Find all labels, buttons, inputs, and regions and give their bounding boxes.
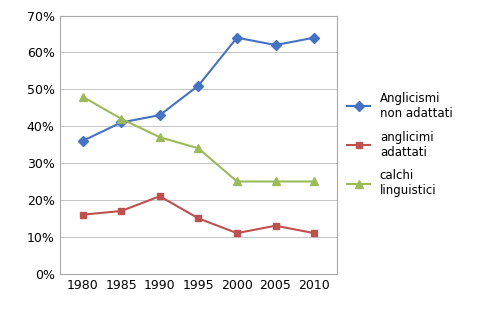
anglicimi
adattati [234, 231, 240, 235]
Anglicismi
non adattati [234, 36, 240, 39]
calchi
linguistici [234, 180, 240, 183]
Legend: Anglicismi
non adattati, anglicimi
adattati, calchi
linguistici: Anglicismi non adattati, anglicimi adatt… [343, 88, 456, 201]
anglicimi
adattati [311, 231, 317, 235]
anglicimi
adattati [195, 216, 201, 220]
Line: Anglicismi
non adattati: Anglicismi non adattati [79, 34, 317, 144]
Line: anglicimi
adattati: anglicimi adattati [79, 193, 317, 237]
Anglicismi
non adattati [80, 139, 86, 143]
calchi
linguistici [157, 135, 163, 139]
calchi
linguistici [311, 180, 317, 183]
Anglicismi
non adattati [157, 113, 163, 117]
calchi
linguistici [80, 95, 86, 99]
calchi
linguistici [118, 117, 124, 121]
anglicimi
adattati [273, 224, 279, 228]
anglicimi
adattati [157, 194, 163, 198]
Anglicismi
non adattati [311, 36, 317, 39]
Anglicismi
non adattati [273, 43, 279, 47]
anglicimi
adattati [118, 209, 124, 213]
Anglicismi
non adattati [195, 84, 201, 87]
calchi
linguistici [195, 146, 201, 150]
Anglicismi
non adattati [118, 121, 124, 124]
calchi
linguistici [273, 180, 279, 183]
Line: calchi
linguistici: calchi linguistici [78, 92, 318, 186]
anglicimi
adattati [80, 213, 86, 216]
